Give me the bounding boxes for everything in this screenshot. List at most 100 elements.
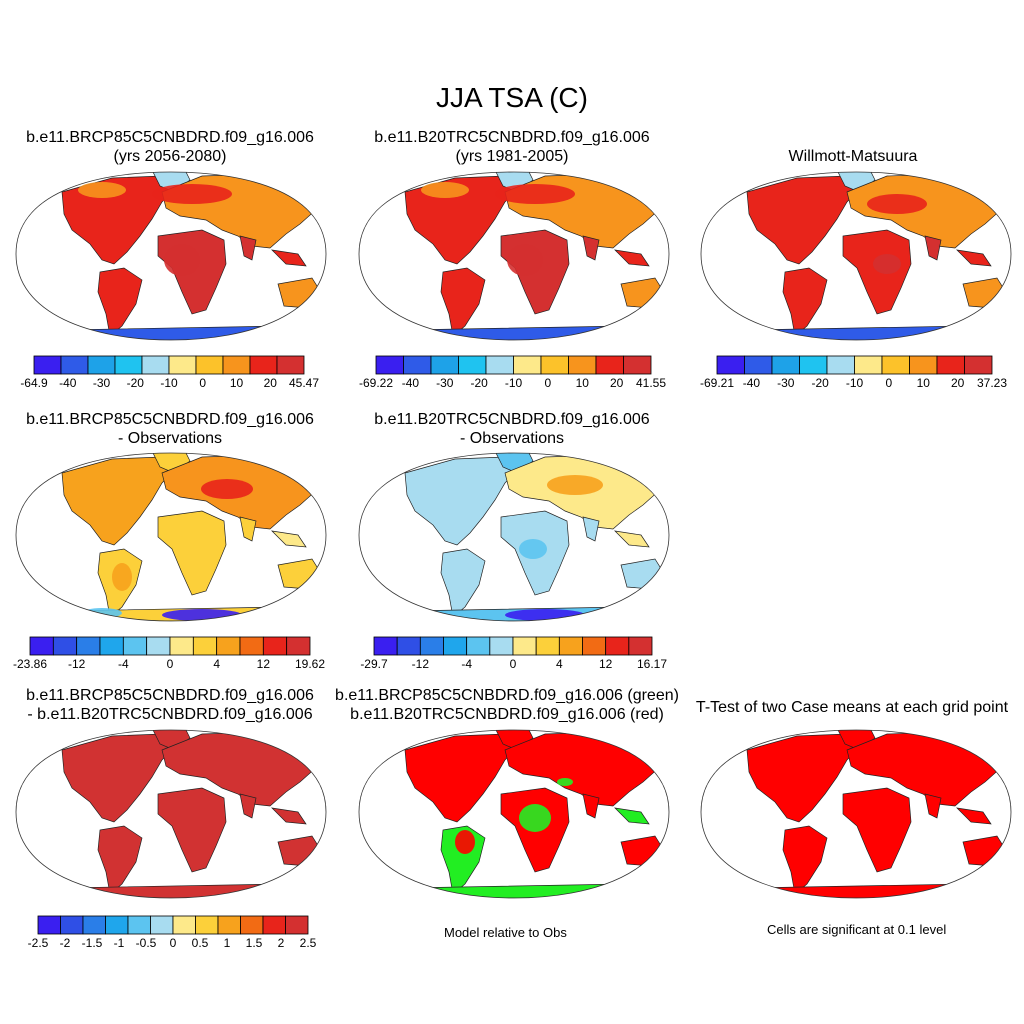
colorbar-box (375, 355, 404, 375)
colorbar-box (276, 355, 305, 375)
colorbar-label: 12 (599, 657, 613, 671)
colorbar-box (854, 355, 883, 375)
colorbar-box (489, 636, 514, 656)
colorbar-label: 0 (170, 936, 177, 950)
panel-title-2-line-1: b.e11.B20TRC5CNBDRD.f09_g16.006 (374, 129, 650, 146)
antarctica-landmass (61, 325, 283, 340)
colorbar-box (513, 355, 542, 375)
colorbar-box (430, 355, 459, 375)
colorbar-box (568, 355, 597, 375)
colorbar-box (558, 636, 583, 656)
colorbar-box (105, 915, 129, 935)
colorbar-box (262, 915, 286, 935)
field-patch (873, 254, 901, 274)
colorbar-label: 20 (610, 376, 624, 390)
australia-landmass (277, 277, 323, 309)
australia-landmass (962, 277, 1008, 309)
seasia-landmass (270, 249, 307, 267)
colorbar-label: 10 (230, 376, 244, 390)
colorbar-box (443, 636, 468, 656)
colorbar-label: 2 (278, 936, 285, 950)
colorbar-box (99, 636, 124, 656)
colorbar-label: 0 (199, 376, 206, 390)
colorbar-box (396, 636, 421, 656)
colorbar-box (60, 355, 89, 375)
map-panel-rcp85 (15, 171, 327, 341)
colorbar-label: -10 (160, 376, 178, 390)
colorbar-label: 10 (576, 376, 590, 390)
field-patch (201, 479, 253, 499)
map-panel-model-relative-obs (358, 729, 670, 899)
seasia-landmass (613, 530, 650, 548)
colorbar-box (217, 915, 241, 935)
colorbar-box (216, 636, 241, 656)
colorbar-label: -20 (811, 376, 829, 390)
colorbar-box (716, 355, 745, 375)
colorbar-box (286, 636, 311, 656)
antarctica-landmass (61, 883, 283, 898)
colorbar-box (623, 355, 652, 375)
map-outline (700, 171, 1012, 341)
colorbar-label: -23.86 (13, 657, 47, 671)
panel-title-9-line-1: T-Test of two Case means at each grid po… (695, 699, 1009, 716)
samerica-landmass (97, 267, 143, 337)
colorbar-box (122, 636, 148, 656)
colorbar-box (76, 636, 101, 656)
samerica-landmass (782, 267, 828, 337)
field-patch (421, 182, 469, 198)
colorbar-label: 16.17 (637, 657, 667, 671)
seasia-landmass (270, 807, 307, 825)
colorbar-box (964, 355, 993, 375)
seasia-landmass (613, 807, 650, 825)
map-panel-20thc-minus-obs (358, 452, 670, 622)
panel-title-8: b.e11.BRCP85C5CNBDRD.f09_g16.006 (green)… (327, 686, 687, 724)
colorbar-label: -29.7 (360, 657, 388, 671)
colorbar-label: -20 (127, 376, 145, 390)
india-landmass (582, 516, 600, 542)
map-outline (700, 729, 1012, 899)
colorbar-label: -69.22 (359, 376, 393, 390)
colorbar-label: 0 (886, 376, 893, 390)
map-panel-rcp85-minus-obs (15, 452, 327, 622)
panel-title-8-line-1: b.e11.BRCP85C5CNBDRD.f09_g16.006 (green) (335, 687, 679, 704)
colorbar-label: 20 (951, 376, 965, 390)
map-panel-ttest (700, 729, 1012, 899)
colorbar-6: -2.5 -2 -1.5 -1 -0.5 0 0.5 1 1.5 2 2.5 (28, 915, 317, 950)
colorbar-box (240, 915, 264, 935)
colorbar-box (127, 915, 151, 935)
colorbar-box (82, 915, 106, 935)
colorbar-label: 10 (917, 376, 931, 390)
colorbar-box (60, 915, 84, 935)
map-outline (15, 452, 327, 622)
colorbar-label: 0 (167, 657, 174, 671)
map-panel-20thc (358, 171, 670, 341)
map-panel-case-difference (15, 729, 327, 899)
australia-landmass (620, 277, 666, 309)
colorbar-2: -69.22 -40 -30 -20 -10 0 10 20 41.55 (359, 355, 666, 390)
map-outline (15, 171, 327, 341)
panel-title-5-line-1: b.e11.B20TRC5CNBDRD.f09_g16.006 (374, 411, 650, 428)
colorbar-box (540, 355, 569, 375)
colorbar-box (582, 636, 607, 656)
colorbar-label: 19.62 (295, 657, 325, 671)
colorbar-box (172, 915, 196, 935)
colorbar-box (285, 915, 309, 935)
colorbar-box (29, 636, 54, 656)
samerica-landmass (440, 267, 486, 337)
colorbar-label: 20 (264, 376, 278, 390)
samerica-landmass (97, 825, 143, 895)
colorbar-box (192, 636, 218, 656)
colorbar-box (249, 355, 278, 375)
antarctica-landmass (746, 883, 968, 898)
colorbar-label: -30 (93, 376, 111, 390)
australia-landmass (277, 558, 323, 590)
seasia-landmass (955, 249, 992, 267)
colorbar-box (150, 915, 174, 935)
panel-title-2-line-2: (yrs 1981-2005) (455, 148, 569, 165)
colorbar-box (114, 355, 143, 375)
colorbar-box (141, 355, 170, 375)
colorbar-box (419, 636, 444, 656)
colorbar-label: -30 (436, 376, 454, 390)
africa-landmass (842, 229, 912, 315)
colorbar-label: -69.21 (700, 376, 734, 390)
